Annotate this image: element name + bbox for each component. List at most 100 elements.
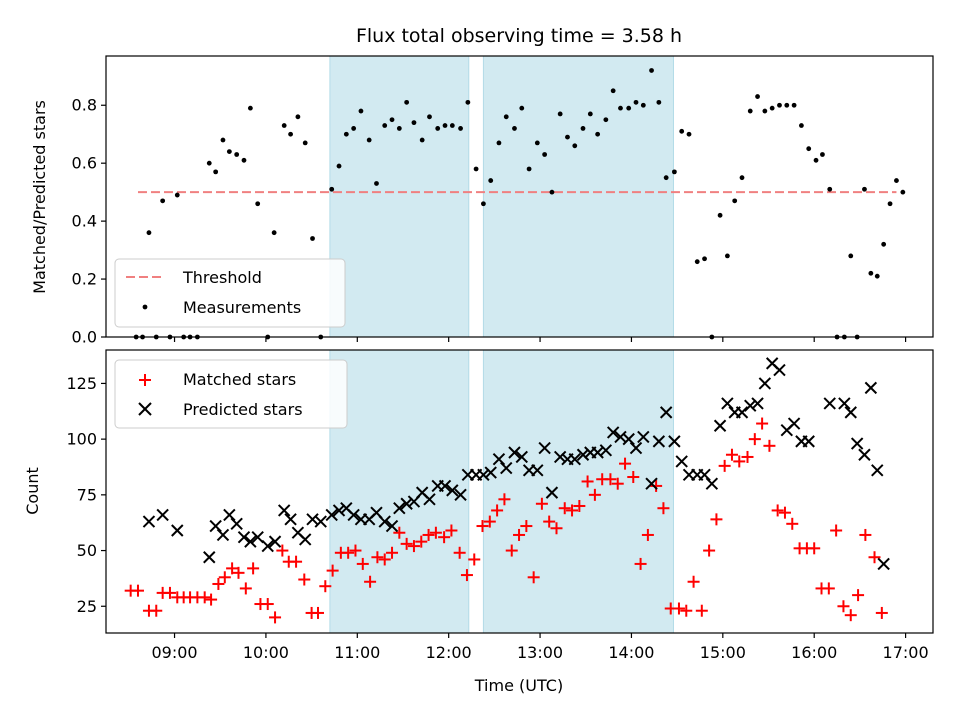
predicted-star-point bbox=[538, 441, 551, 455]
bottom-y-axis-label: Count bbox=[23, 467, 42, 515]
matched-star-point bbox=[566, 504, 579, 517]
matched-star-point bbox=[364, 575, 377, 588]
predicted-star-point bbox=[508, 446, 521, 459]
threshold-legend-label: Threshold bbox=[182, 268, 262, 287]
measurement-point bbox=[656, 99, 662, 105]
matched-star-point bbox=[756, 417, 769, 430]
observing-span-1 bbox=[329, 55, 470, 338]
matched-star-point bbox=[247, 562, 260, 575]
measurement-point bbox=[724, 253, 730, 259]
measurement-point bbox=[255, 201, 261, 207]
matched-star-point bbox=[875, 606, 888, 619]
matched-star-point bbox=[342, 546, 355, 559]
matched-star-point bbox=[460, 569, 473, 582]
x-tick-label: 11:00 bbox=[334, 643, 380, 662]
y-tick-label: 0.2 bbox=[72, 270, 97, 289]
predicted-star-point bbox=[858, 448, 871, 461]
measurement-point bbox=[329, 186, 335, 192]
measurement-point bbox=[351, 126, 357, 131]
predicted-star-point bbox=[568, 452, 581, 466]
measurement-points bbox=[133, 68, 906, 340]
y-tick-label: 25 bbox=[77, 597, 97, 616]
top-y-axis-label: Matched/Predicted stars bbox=[30, 100, 49, 294]
measurement-point bbox=[512, 126, 517, 131]
measurement-point bbox=[791, 102, 797, 108]
predicted-star-point bbox=[735, 406, 749, 419]
bottom-panel: 25 50 75 100 125 09:00 10:00 11:00 12:00 13:00 14:… bbox=[23, 349, 934, 695]
measurement-point bbox=[702, 256, 707, 262]
matched-star-point bbox=[261, 598, 274, 611]
predicted-star-point bbox=[675, 455, 688, 468]
measurement-point bbox=[739, 175, 745, 181]
predicted-star-point bbox=[871, 464, 884, 477]
matched-star-point bbox=[634, 557, 647, 570]
measurement-point bbox=[419, 137, 425, 143]
predicted-star-point bbox=[844, 406, 857, 419]
predicted-star-point bbox=[378, 515, 391, 528]
matched-star-point bbox=[733, 455, 746, 468]
measurement-point bbox=[174, 192, 180, 198]
matched-star-point bbox=[657, 502, 670, 515]
matched-legend-swatch bbox=[139, 374, 151, 386]
predicted-star-point bbox=[705, 477, 719, 490]
measurement-point bbox=[580, 126, 586, 131]
y-tick-label: 75 bbox=[77, 485, 97, 504]
matched-star-point bbox=[378, 553, 391, 566]
measurement-point bbox=[633, 99, 639, 105]
measurement-point bbox=[396, 126, 402, 131]
y-tick-label: 125 bbox=[66, 374, 97, 393]
predicted-star-point bbox=[251, 530, 264, 544]
observing-span-1 bbox=[329, 349, 470, 634]
predicted-star-point bbox=[751, 397, 764, 410]
matched-star-point bbox=[718, 459, 731, 472]
predicted-star-point bbox=[652, 435, 666, 448]
measurement-point bbox=[887, 201, 893, 207]
predicted-star-point bbox=[261, 539, 274, 553]
matched-star-point bbox=[407, 540, 420, 553]
predicted-star-point bbox=[500, 461, 513, 475]
measurement-point bbox=[813, 157, 819, 163]
matched-star-point bbox=[483, 515, 496, 528]
measurement-point bbox=[549, 189, 555, 195]
measurement-point bbox=[442, 123, 448, 128]
matched-star-point bbox=[641, 528, 654, 541]
matched-star-point bbox=[558, 502, 571, 515]
predicted-star-point bbox=[284, 513, 297, 526]
measurement-point bbox=[900, 189, 906, 195]
predicted-star-point bbox=[385, 519, 399, 533]
matched-star-point bbox=[453, 546, 466, 559]
predicted-star-point bbox=[531, 464, 544, 477]
predicted-star-point bbox=[802, 435, 815, 448]
measurement-point bbox=[595, 131, 601, 137]
predicted-star-point bbox=[477, 468, 490, 481]
measurement-point bbox=[827, 186, 833, 192]
matched-star-point bbox=[438, 531, 451, 544]
matched-star-point bbox=[349, 544, 362, 557]
top-axis-ticks: 0.0 0.2 0.4 0.6 0.8 bbox=[72, 96, 907, 347]
measurement-point bbox=[755, 94, 760, 99]
predicted-star-point bbox=[454, 488, 467, 502]
predicted-star-point bbox=[216, 528, 230, 542]
predicted-star-point bbox=[423, 493, 436, 506]
count-points bbox=[124, 357, 890, 624]
matched-star-point bbox=[650, 479, 663, 492]
matched-star-point bbox=[778, 506, 791, 519]
predicted-star-point bbox=[400, 497, 413, 510]
measurement-point bbox=[777, 102, 782, 108]
matched-star-point bbox=[852, 589, 865, 602]
predicted-star-point bbox=[156, 508, 169, 522]
measurement-point bbox=[411, 120, 417, 126]
predicted-star-point bbox=[332, 504, 346, 517]
measurement-point bbox=[382, 123, 388, 128]
matched-star-point bbox=[212, 577, 225, 590]
matched-star-point bbox=[445, 524, 458, 537]
measurement-point bbox=[160, 198, 166, 204]
predicted-star-point bbox=[576, 448, 590, 461]
predicted-star-point bbox=[823, 397, 836, 410]
matched-star-point bbox=[808, 542, 821, 555]
matched-star-point bbox=[298, 573, 311, 586]
measurements-legend-swatch bbox=[142, 304, 148, 310]
measurement-point bbox=[146, 230, 152, 236]
measurement-point bbox=[449, 123, 455, 128]
